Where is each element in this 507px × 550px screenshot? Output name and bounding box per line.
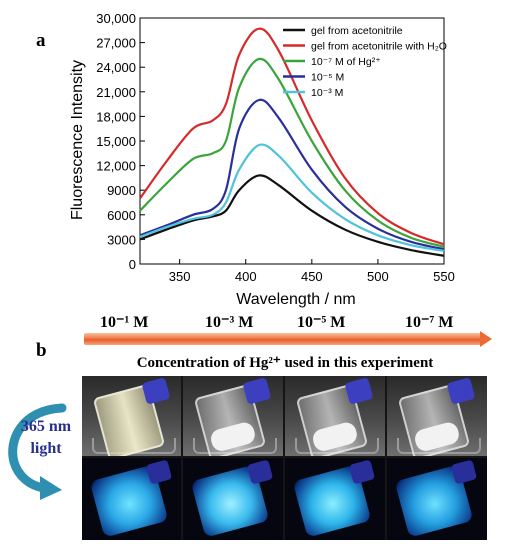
concentration-label: 10⁻³ M — [205, 314, 254, 331]
y-tick-label: 30,000 — [96, 11, 136, 26]
y-tick-label: 24,000 — [96, 60, 136, 75]
legend-entry: 10⁻⁵ M — [311, 72, 344, 84]
curved-arrow-icon — [8, 403, 67, 500]
x-axis-label: Wavelength / nm — [236, 291, 355, 308]
photo-uv-1 — [82, 458, 181, 540]
series-line-1 — [139, 174, 445, 257]
series-line-2 — [139, 27, 445, 246]
y-tick-label: 0 — [129, 257, 136, 272]
gel-icon — [208, 420, 258, 454]
vial-cap-icon — [446, 377, 476, 405]
concentration-labels: 10⁻¹ M 10⁻³ M 10⁻⁵ M 10⁻⁷ M — [0, 312, 507, 336]
y-tick-label: 27,000 — [96, 36, 136, 51]
concentration-caption: Concentration of Hg²⁺ used in this exper… — [136, 355, 434, 371]
y-tick-label: 15,000 — [96, 134, 136, 149]
y-tick-label: 9000 — [107, 183, 136, 198]
photo-daylight-1 — [82, 376, 181, 456]
concentration-label: 10⁻⁵ M — [297, 314, 346, 331]
x-tick-label: 500 — [367, 269, 389, 284]
vial-cap-icon — [145, 459, 173, 485]
photo-uv-2 — [183, 458, 283, 540]
series-line-4 — [139, 98, 445, 251]
photo-uv-3 — [285, 458, 385, 540]
vial-cap-icon — [246, 459, 274, 485]
legend-entry: 10⁻⁷ M of Hg²⁺ — [311, 56, 381, 68]
series-line-3 — [139, 57, 445, 248]
concentration-label: 10⁻⁷ M — [405, 314, 454, 331]
photo-daylight-3 — [285, 376, 385, 456]
y-tick-label: 6000 — [107, 208, 136, 223]
concentration-label: 10⁻¹ M — [100, 314, 149, 331]
vial-cap-icon — [141, 377, 171, 405]
vial-cap-icon — [348, 459, 376, 485]
x-tick-label: 400 — [235, 269, 257, 284]
series-line-5 — [139, 143, 445, 252]
concentration-arrow — [84, 333, 482, 345]
gel-icon — [310, 420, 360, 454]
legend-entry: 10⁻³ M — [311, 87, 343, 99]
y-tick-label: 12,000 — [96, 159, 136, 174]
x-tick-label: 450 — [301, 269, 323, 284]
vial-cap-icon — [242, 377, 272, 405]
vial-cap-icon — [450, 459, 478, 485]
fluorescence-chart: 0 3000 6000 9000 12,000 15,000 18,000 21,000 24,… — [69, 11, 455, 308]
y-axis-label: Fluorescence Intensity — [69, 60, 86, 220]
arrow-head-icon — [480, 331, 492, 347]
panel-b-label: b — [36, 340, 47, 361]
photo-daylight-4 — [387, 376, 487, 456]
y-tick-label: 18,000 — [96, 109, 136, 124]
legend-entry: gel from acetonitrile with H₂O — [311, 41, 447, 53]
x-tick-label: 350 — [169, 269, 191, 284]
vial-cap-icon — [344, 377, 374, 405]
photo-uv-4 — [387, 458, 487, 540]
panel-a-label: a — [36, 30, 46, 51]
uv-light-word: light — [30, 440, 62, 457]
y-tick-label: 21,000 — [96, 85, 136, 100]
gel-icon — [412, 420, 462, 454]
x-tick-label: 550 — [433, 269, 455, 284]
y-tick-label: 3000 — [107, 232, 136, 247]
photo-grid — [82, 376, 487, 540]
uv-light-wavelength: 365 nm — [20, 418, 72, 435]
photo-daylight-2 — [183, 376, 283, 456]
uv-light-label: 365 nm light — [14, 416, 78, 460]
legend-entry: gel from acetonitrile — [311, 25, 403, 37]
